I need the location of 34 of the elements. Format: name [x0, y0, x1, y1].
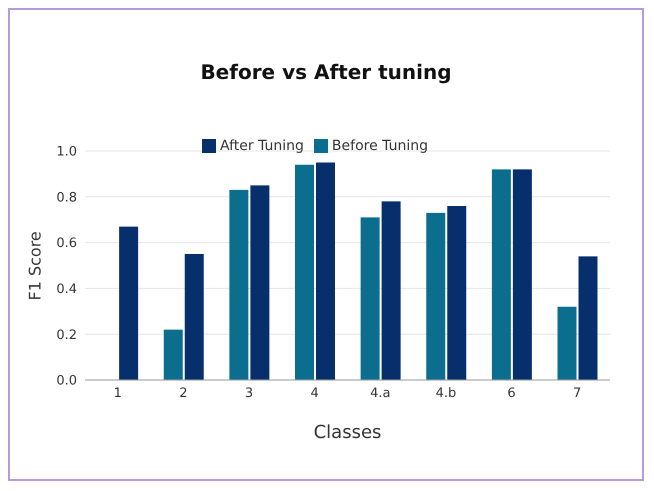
x-tick-label: 3: [244, 386, 254, 402]
bar: [316, 162, 335, 380]
bar: [295, 164, 314, 380]
y-tick-label: 0.6: [56, 236, 77, 252]
bar: [512, 169, 532, 380]
y-tick-label: 0.0: [56, 374, 77, 389]
y-axis-title: F1 Score: [26, 231, 45, 300]
bar: [119, 226, 138, 380]
y-tick-label: 0.4: [56, 282, 77, 298]
y-tick-label: 0.8: [56, 190, 77, 206]
bar: [426, 212, 446, 380]
x-tick-label: 4.a: [370, 386, 390, 402]
x-tick-label: 2: [179, 386, 188, 402]
bar: [382, 201, 401, 380]
x-tick-label: 4.b: [436, 386, 456, 402]
bar: [360, 217, 380, 380]
legend-label: Before Tuning: [332, 138, 428, 154]
x-tick-label: 7: [573, 386, 582, 402]
bar: [164, 330, 183, 380]
bar: [492, 169, 511, 380]
y-tick-label: 0.2: [56, 328, 77, 343]
bar: [250, 185, 270, 380]
x-tick-label: 6: [507, 386, 516, 402]
bar: [229, 190, 248, 380]
bar: [447, 206, 466, 380]
y-tick-label: 1.0: [56, 144, 77, 160]
chart-title: Before vs After tuning: [199, 60, 453, 84]
bar: [578, 256, 598, 380]
x-tick-label: 4: [310, 386, 319, 402]
legend-label: After Tuning: [220, 138, 304, 154]
x-tick-label: 1: [114, 386, 122, 402]
x-axis-title: Classes: [314, 422, 382, 443]
bar: [184, 254, 204, 380]
bar: [558, 306, 576, 380]
